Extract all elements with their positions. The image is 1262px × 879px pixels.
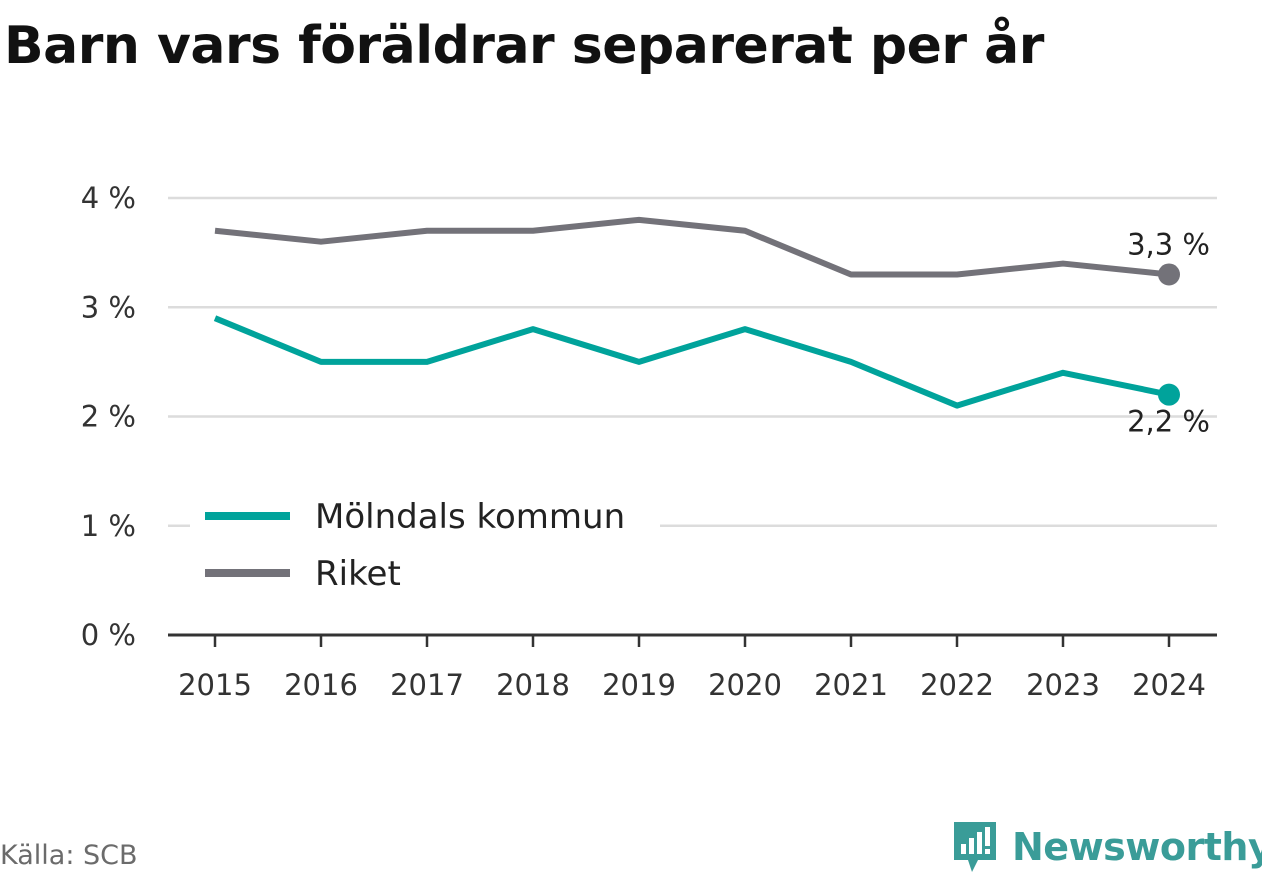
brand-logo[interactable]: Newsworthy <box>950 818 1262 876</box>
x-tick-label: 2016 <box>284 668 358 702</box>
y-tick-label: 3 % <box>81 290 136 324</box>
legend-label: Mölndals kommun <box>315 497 625 537</box>
x-tick-label: 2015 <box>178 668 252 702</box>
y-axis-ticks: 0 % 1 % 2 % 3 % 4 % <box>81 181 136 652</box>
chart-title: Barn vars föräldrar separerat per år <box>4 16 1044 76</box>
y-tick-label: 4 % <box>81 181 136 215</box>
x-tick-label: 2020 <box>708 668 782 702</box>
series-line-riket <box>214 216 1170 278</box>
y-tick-label: 2 % <box>81 400 136 434</box>
x-axis-ticks: 2015 2016 2017 2018 2019 2020 2021 2022 2023 2024 <box>178 635 1206 702</box>
legend: Mölndals kommun Riket <box>190 488 660 600</box>
legend-label: Riket <box>315 554 401 594</box>
newsworthy-logo-icon <box>954 822 996 872</box>
x-tick-label: 2024 <box>1132 668 1206 702</box>
x-tick-label: 2018 <box>496 668 570 702</box>
end-point-marker <box>1158 383 1180 406</box>
y-tick-label: 1 % <box>81 509 136 543</box>
legend-background <box>190 488 660 600</box>
source-note: Källa: SCB <box>0 840 138 871</box>
x-tick-label: 2023 <box>1026 668 1100 702</box>
y-tick-label: 0 % <box>81 618 136 652</box>
x-tick-label: 2022 <box>920 668 994 702</box>
end-point-marker <box>1158 263 1180 286</box>
x-tick-label: 2019 <box>602 668 676 702</box>
x-tick-label: 2021 <box>814 668 888 702</box>
x-tick-label: 2017 <box>390 668 464 702</box>
series-lines: 2,2 % 3,3 % <box>213 216 1210 439</box>
series-line-molndal <box>213 315 1170 409</box>
brand-name: Newsworthy <box>1012 825 1262 869</box>
end-value-label: 2,2 % <box>1127 405 1210 439</box>
end-value-label: 3,3 % <box>1127 227 1210 261</box>
